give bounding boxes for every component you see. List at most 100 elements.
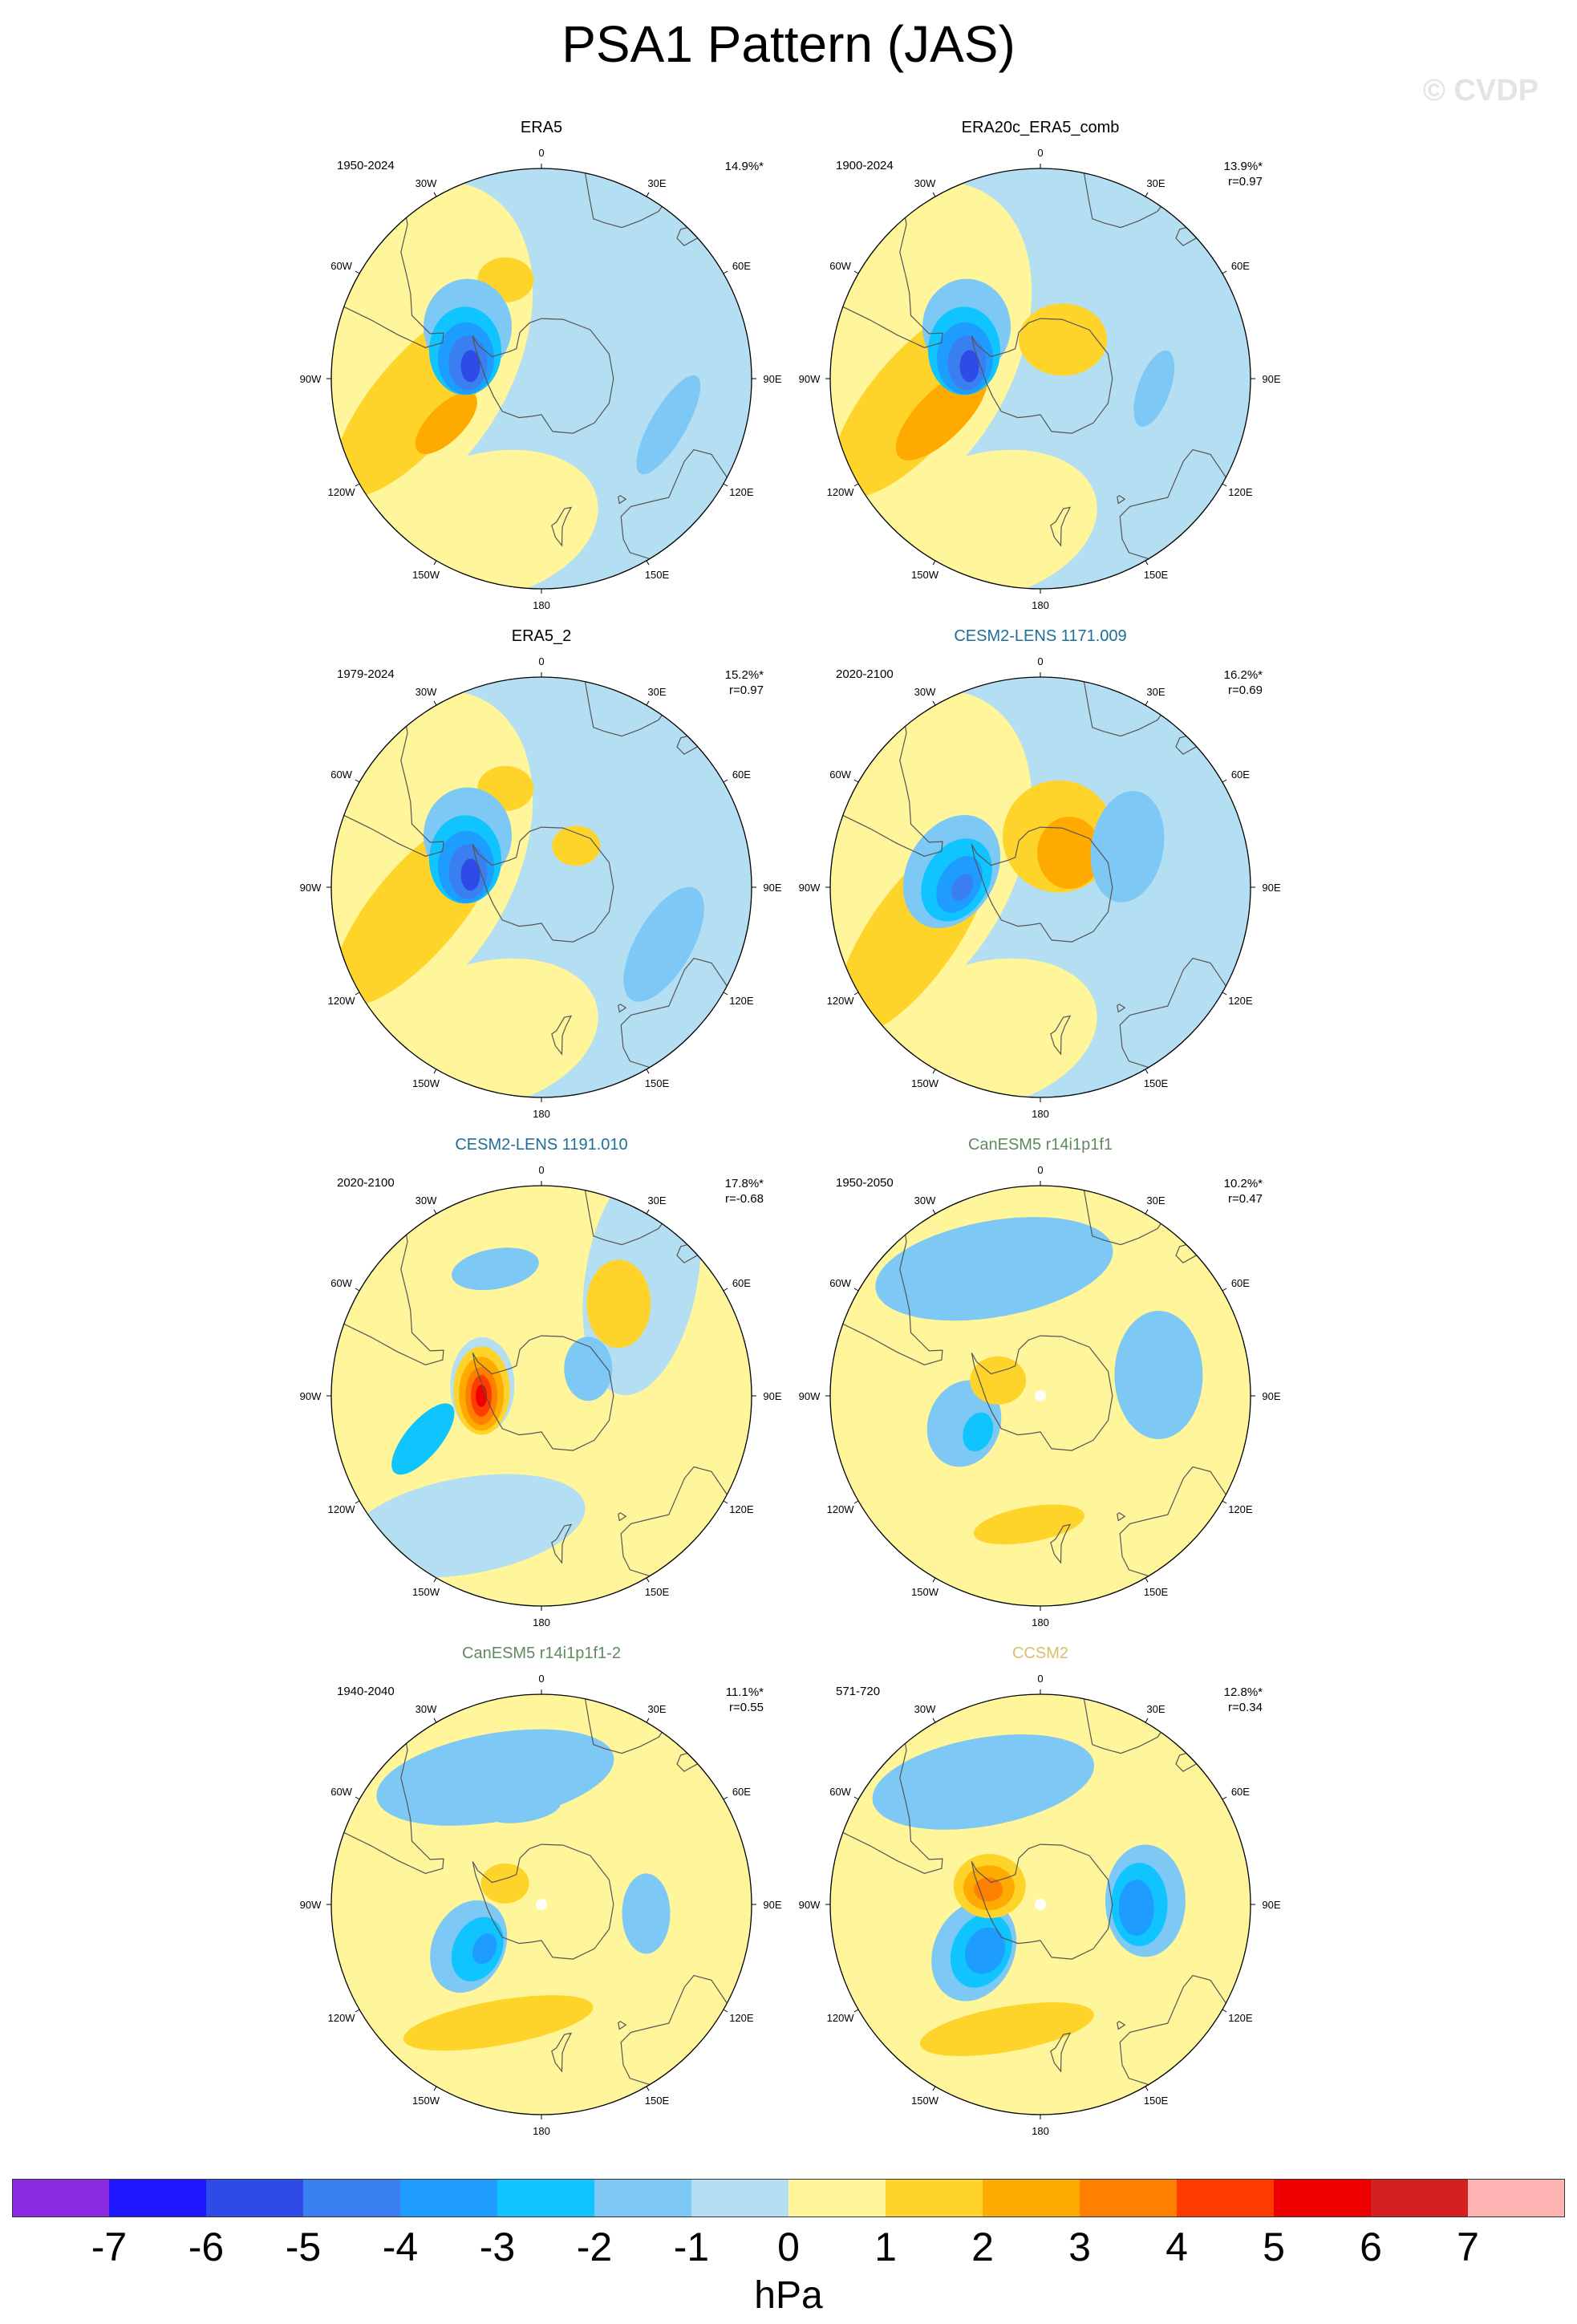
lon-label: 150E <box>645 569 670 581</box>
contour-region <box>460 858 480 891</box>
lon-tick <box>433 1209 437 1215</box>
period-label: 571-720 <box>836 1685 881 1698</box>
lon-tick <box>433 1069 437 1074</box>
colorbar-swatch <box>691 2179 788 2217</box>
stats-label: 12.8%* r=0.34 <box>1224 1685 1263 1715</box>
lon-label: 60W <box>330 1786 352 1798</box>
new-zealand-coast <box>1050 2032 1072 2073</box>
lon-tick <box>853 779 859 783</box>
lon-label: 0 <box>1037 1673 1043 1685</box>
lon-label: 90W <box>799 1390 821 1402</box>
lon-label: 30W <box>416 177 437 189</box>
colorbar-swatch <box>109 2179 206 2217</box>
lon-tick <box>1145 192 1149 197</box>
lon-label: 60E <box>1231 769 1250 781</box>
correlation-label: r=0.97 <box>1228 175 1263 189</box>
australia-coast <box>1119 957 1226 1069</box>
lon-label: 120E <box>729 995 754 1007</box>
colorbar-tick-label: -3 <box>479 2225 516 2269</box>
contour-region <box>963 1412 994 1452</box>
antarctica-coast <box>971 826 1113 943</box>
australia-coast <box>1119 448 1226 560</box>
lon-label: 150W <box>412 569 440 581</box>
lon-tick <box>723 1288 728 1292</box>
new-zealand-coast <box>1050 1015 1072 1056</box>
lon-label: 30E <box>647 1703 666 1715</box>
contour-region <box>875 1217 1113 1321</box>
lon-label: 180 <box>1032 599 1049 611</box>
lon-label: 30E <box>647 1194 666 1207</box>
contour-region <box>959 350 979 383</box>
colorbar-tick-label: 2 <box>971 2225 994 2269</box>
lon-tick <box>355 270 360 274</box>
contour-region <box>403 1995 594 2051</box>
lon-label: 150W <box>911 1077 939 1089</box>
tasmania-coast <box>1117 1512 1126 1522</box>
lon-tick <box>932 192 936 197</box>
lon-label: 0 <box>538 147 544 159</box>
contour-region <box>973 1504 1085 1545</box>
tasmania-coast <box>1117 1004 1126 1013</box>
lon-label: 150W <box>911 569 939 581</box>
contour-region <box>331 690 533 1032</box>
pole-marker <box>1035 1899 1046 1910</box>
lon-label: 150E <box>1144 1586 1169 1598</box>
lon-label: 0 <box>538 1673 544 1685</box>
lon-label: 120W <box>328 1503 356 1515</box>
lon-label: 120W <box>328 486 356 498</box>
lon-tick <box>355 483 360 487</box>
contour-region <box>480 1863 529 1904</box>
colorbar-swatch <box>12 2179 109 2217</box>
colorbar-swatch <box>1274 2179 1371 2217</box>
lon-tick <box>433 192 437 197</box>
contour-region <box>586 1259 651 1349</box>
stats-label: 17.8%* r=-0.68 <box>725 1176 764 1207</box>
lon-label: 90W <box>799 882 821 894</box>
contour-region <box>476 1385 488 1407</box>
contour-region <box>872 1734 1095 1830</box>
colorbar-swatch <box>886 2179 983 2217</box>
contour-region <box>919 2002 1094 2057</box>
lon-tick <box>433 2086 437 2091</box>
lon-label: 30W <box>914 686 936 698</box>
lon-label: 60W <box>829 769 851 781</box>
contour-region <box>1090 791 1165 902</box>
lon-tick <box>355 779 360 783</box>
new-zealand-coast <box>1050 1523 1072 1564</box>
correlation-label: r=-0.68 <box>725 1192 764 1206</box>
tasmania-coast <box>618 495 627 505</box>
lon-tick <box>355 2009 360 2013</box>
lon-tick <box>723 483 728 487</box>
lon-label: 90E <box>1262 882 1280 894</box>
pole-marker <box>1035 1390 1046 1401</box>
lon-tick <box>932 560 936 566</box>
lon-label: 60E <box>1231 1786 1250 1798</box>
page-title: PSA1 Pattern (JAS) <box>561 15 1016 73</box>
lon-tick <box>932 1577 936 1583</box>
lon-label: 90E <box>1262 1390 1280 1402</box>
australia-coast <box>1119 1466 1226 1577</box>
contour-region <box>552 825 601 866</box>
lon-label: 90W <box>300 1390 322 1402</box>
contour-region <box>331 181 533 524</box>
lon-tick <box>1222 483 1227 487</box>
contour-region <box>472 1933 497 1965</box>
variance-label: 14.9%* <box>724 160 764 173</box>
lon-tick <box>646 192 650 197</box>
lon-label: 90E <box>1262 1899 1280 1911</box>
lon-label: 0 <box>1037 655 1043 667</box>
tasmania-coast <box>1117 2021 1126 2030</box>
antarctica-coast <box>971 318 1113 434</box>
stats-label: 10.2%* r=0.47 <box>1224 1176 1263 1207</box>
contour-region <box>951 874 974 901</box>
colorbar-swatch <box>1177 2179 1274 2217</box>
lon-label: 120W <box>827 2012 855 2024</box>
polar-map: 0 30E 60E 90E 120E 150E 180 150W 120W 90W 60W 30W <box>300 147 782 611</box>
lon-tick <box>355 1288 360 1292</box>
lon-label: 60E <box>1231 260 1250 272</box>
lon-label: 30W <box>416 1194 437 1207</box>
south-america-coast <box>842 1235 943 1365</box>
lon-tick <box>723 992 728 996</box>
lon-label: 150W <box>911 2095 939 2107</box>
africa-coast <box>584 681 663 737</box>
